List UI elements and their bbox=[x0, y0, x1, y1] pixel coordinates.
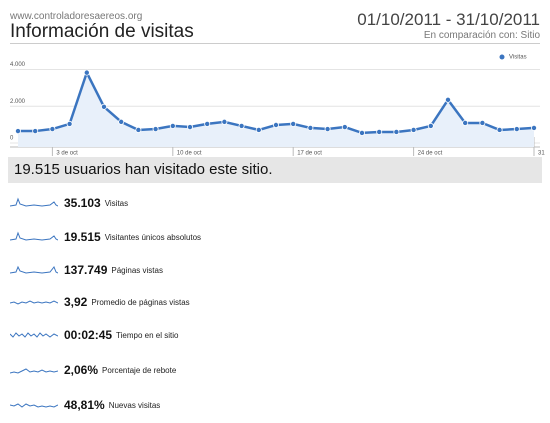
metric-value: 2,06% bbox=[64, 363, 99, 377]
x-tick-label: 17 de oct bbox=[297, 151, 322, 156]
sparkline-path bbox=[10, 300, 58, 305]
x-tick-label: 24 de oct bbox=[418, 151, 443, 156]
point[interactable] bbox=[238, 122, 245, 129]
y-tick-label: 4.000 bbox=[10, 62, 26, 68]
legend-swatch bbox=[499, 54, 505, 60]
point[interactable] bbox=[307, 124, 314, 131]
y-tick-label: 0 bbox=[10, 136, 14, 142]
point[interactable] bbox=[513, 126, 520, 133]
y-tick-label: 2.000 bbox=[10, 99, 26, 105]
metric-row[interactable]: 48,81% Nuevas visitas bbox=[10, 395, 160, 415]
metric-label: Porcentaje de rebote bbox=[102, 365, 177, 375]
summary: 19.515 usuarios han visitado este sitio. bbox=[8, 157, 542, 183]
metric-row[interactable]: 00:02:45 Tiempo en el sitio bbox=[10, 325, 178, 345]
x-tick-label: 10 de oct bbox=[177, 151, 202, 156]
point[interactable] bbox=[255, 126, 262, 133]
sparkline-path bbox=[10, 403, 58, 408]
point[interactable] bbox=[32, 128, 39, 135]
date-range[interactable]: 01/10/2011 - 31/10/2011 bbox=[357, 10, 540, 29]
point[interactable] bbox=[49, 126, 56, 133]
point[interactable] bbox=[462, 119, 469, 126]
point[interactable] bbox=[393, 128, 400, 135]
point[interactable] bbox=[135, 126, 142, 133]
metric-value: 137.749 bbox=[64, 263, 108, 277]
metric-label: Visitantes únicos absolutos bbox=[104, 232, 202, 242]
metric-row[interactable]: 35.103 Visitas bbox=[10, 193, 128, 213]
point[interactable] bbox=[14, 128, 21, 135]
point[interactable] bbox=[83, 69, 90, 76]
chart: 0 2.000 4.000 3 de oct 10 de oct 17 de oct 24 … bbox=[10, 54, 545, 156]
point[interactable] bbox=[479, 119, 486, 126]
point[interactable] bbox=[152, 126, 159, 133]
point[interactable] bbox=[272, 121, 279, 128]
point[interactable] bbox=[101, 103, 108, 110]
metric-row[interactable]: 137.749 Páginas vistas bbox=[10, 260, 163, 280]
sparkline-path bbox=[10, 368, 58, 374]
site-url: www.controladoresaereos.org bbox=[10, 11, 143, 22]
metric-value: 19.515 bbox=[64, 230, 101, 244]
metric-label: Páginas vistas bbox=[111, 265, 163, 275]
legend-label: Visitas bbox=[509, 55, 527, 61]
metric-label: Tiempo en el sitio bbox=[116, 330, 179, 340]
point[interactable] bbox=[324, 126, 331, 133]
metric-label: Visitas bbox=[104, 198, 129, 208]
sparkline-path bbox=[10, 197, 58, 207]
metric-value: 3,92 bbox=[64, 295, 88, 309]
point[interactable] bbox=[427, 122, 434, 129]
point[interactable] bbox=[221, 118, 228, 125]
point[interactable] bbox=[186, 124, 193, 131]
point[interactable] bbox=[531, 124, 538, 131]
sparkline bbox=[10, 197, 58, 207]
point[interactable] bbox=[204, 120, 211, 127]
point[interactable] bbox=[496, 126, 503, 133]
metric-row[interactable]: 3,92 Promedio de páginas vistas bbox=[10, 292, 190, 312]
comparison: En comparación con: Sitio bbox=[423, 30, 540, 41]
metric-value: 35.103 bbox=[64, 196, 101, 210]
sparkline bbox=[10, 368, 58, 374]
metric-value: 48,81% bbox=[64, 398, 105, 412]
sparkline-path bbox=[10, 265, 58, 274]
point[interactable] bbox=[290, 120, 297, 127]
point[interactable] bbox=[410, 126, 417, 133]
page-title: Información de visitas bbox=[10, 21, 194, 42]
separator bbox=[10, 43, 540, 44]
point[interactable] bbox=[169, 122, 176, 129]
metric-label: Nuevas visitas bbox=[108, 400, 161, 410]
area bbox=[18, 72, 534, 147]
point[interactable] bbox=[341, 124, 348, 131]
sparkline bbox=[10, 332, 58, 338]
metric-row[interactable]: 2,06% Porcentaje de rebote bbox=[10, 360, 176, 380]
point[interactable] bbox=[358, 129, 365, 136]
sparkline-path bbox=[10, 332, 58, 338]
sparkline bbox=[10, 231, 58, 241]
x-tick-label: 31 bbox=[538, 151, 545, 156]
sparkline bbox=[10, 403, 58, 408]
metric-row[interactable]: 19.515 Visitantes únicos absolutos bbox=[10, 227, 201, 247]
point[interactable] bbox=[118, 118, 125, 125]
point[interactable] bbox=[66, 120, 73, 127]
x-tick-label: 3 de oct bbox=[56, 151, 78, 156]
sparkline-path bbox=[10, 231, 58, 241]
sparkline bbox=[10, 300, 58, 305]
metric-label: Promedio de páginas vistas bbox=[91, 297, 190, 307]
point[interactable] bbox=[376, 128, 383, 135]
sparkline bbox=[10, 265, 58, 274]
metric-value: 00:02:45 bbox=[64, 328, 113, 342]
point[interactable] bbox=[444, 96, 451, 103]
